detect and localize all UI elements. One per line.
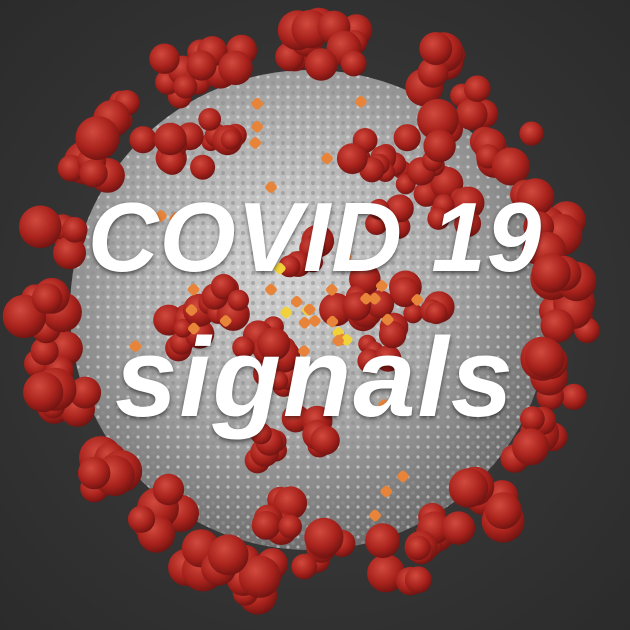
membrane-protein-dot — [339, 250, 352, 263]
membrane-protein-dot — [185, 304, 198, 316]
membrane-protein-dot — [129, 340, 142, 353]
spike-protein — [427, 186, 485, 237]
spike-protein — [19, 205, 88, 270]
membrane-protein-dot — [368, 292, 381, 305]
membrane-protein-dot — [219, 315, 232, 327]
spike-protein — [226, 544, 288, 615]
spike-protein — [281, 404, 340, 458]
spike-protein — [127, 473, 199, 553]
surface-proteins — [129, 95, 424, 522]
membrane-protein-dot — [155, 210, 167, 222]
spike-protein — [78, 436, 143, 503]
membrane-protein-dot — [273, 262, 286, 275]
spike-protein — [278, 224, 335, 278]
membrane-protein-dot — [397, 470, 409, 483]
spike-protein — [154, 122, 216, 180]
membrane-protein-dot — [309, 315, 321, 327]
spike-protein — [75, 90, 157, 161]
spike-protein — [291, 517, 356, 580]
membrane-protein-dot — [187, 283, 200, 296]
spike-protein — [336, 127, 396, 183]
spike-protein — [448, 466, 525, 543]
spike-protein — [251, 486, 308, 545]
spike-protein — [365, 523, 434, 596]
membrane-protein-dot — [169, 212, 182, 224]
spike-protein — [365, 194, 414, 239]
membrane-protein-dot — [187, 322, 200, 335]
spike-protein — [232, 316, 291, 365]
membrane-protein-dot — [321, 152, 333, 165]
membrane-protein-dot — [354, 95, 367, 108]
membrane-protein-dot — [360, 292, 372, 305]
spike-protein — [198, 108, 247, 156]
spike-protein — [304, 10, 373, 81]
spike-protein — [23, 331, 83, 413]
spike-protein — [389, 270, 455, 325]
spike-protein — [417, 75, 499, 144]
spike-protein — [469, 121, 544, 186]
membrane-protein-dot — [303, 303, 316, 316]
spike-protein — [522, 231, 597, 302]
spike-protein — [393, 124, 456, 186]
membrane-protein-dot — [326, 315, 339, 328]
caption-line-1: COVID 19 — [87, 182, 543, 292]
membrane-protein-dot — [251, 120, 264, 133]
membrane-protein-dot — [378, 399, 390, 411]
membrane-protein-dot — [369, 509, 381, 522]
membrane-protein-dot — [411, 293, 424, 306]
membrane-protein-dot — [298, 316, 311, 329]
spike-protein — [244, 422, 288, 474]
membrane-protein-dot — [265, 181, 277, 194]
membrane-protein-dot — [251, 97, 264, 110]
membrane-protein-dot — [298, 345, 310, 357]
membrane-protein-dot — [332, 334, 344, 347]
membrane-protein-dot — [380, 485, 393, 498]
spike-protein — [2, 277, 82, 344]
spike-proteins — [2, 7, 600, 615]
spike-protein — [168, 529, 249, 592]
spike-protein — [520, 336, 587, 410]
membrane-protein-dot — [381, 313, 394, 326]
membrane-protein-dot — [375, 280, 388, 292]
caption-line-2: signals — [115, 315, 515, 440]
membrane-protein-dot — [325, 283, 338, 296]
membrane-protein-dot — [265, 283, 277, 296]
membrane-protein-dot — [290, 295, 303, 308]
spike-protein — [186, 34, 257, 89]
spike-protein — [500, 406, 568, 473]
membrane-protein-dot — [249, 137, 262, 149]
membrane-protein-dot — [340, 333, 353, 346]
membrane-protein-dot — [280, 306, 293, 319]
spike-protein — [405, 32, 466, 107]
